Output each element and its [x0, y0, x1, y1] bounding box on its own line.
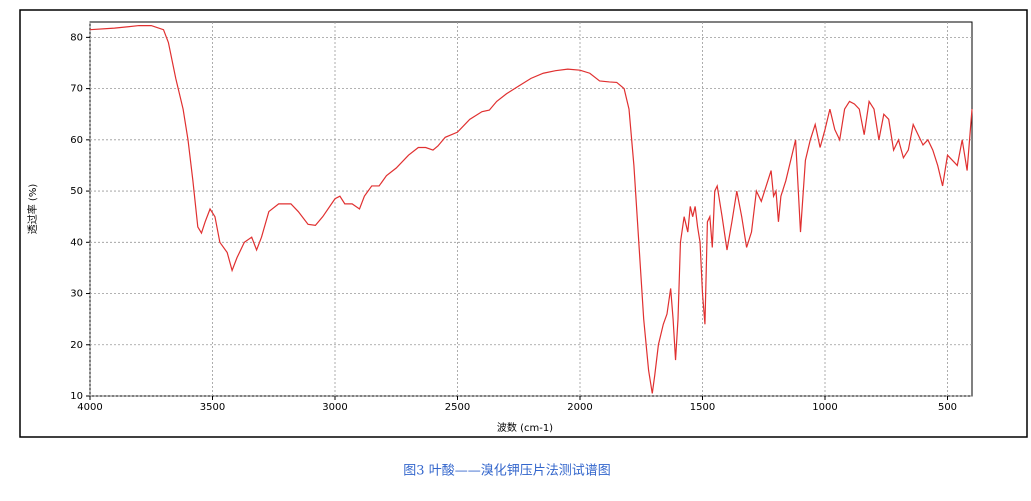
- x-tick-label: 2500: [445, 402, 470, 413]
- x-tick-label: 1000: [812, 402, 837, 413]
- y-tick-label: 80: [70, 32, 83, 43]
- x-tick-label: 1500: [690, 402, 715, 413]
- x-axis-label: 波数 (cm-1): [497, 421, 553, 434]
- y-tick-label: 60: [70, 135, 83, 146]
- x-tick-label: 2000: [567, 402, 592, 413]
- y-tick-label: 70: [70, 84, 83, 95]
- x-tick-label: 4000: [77, 402, 102, 413]
- x-tick-label: 500: [938, 402, 957, 413]
- x-tick-label: 3000: [322, 402, 347, 413]
- y-axis-label: 透过率 (%): [26, 184, 39, 235]
- caption: 图3 叶酸——溴化钾压片法测试谱图: [403, 464, 610, 479]
- y-tick-label: 40: [70, 237, 83, 248]
- y-tick-label: 30: [70, 289, 83, 300]
- y-tick-label: 10: [70, 391, 83, 402]
- frame: [19, 9, 1028, 438]
- x-tick-label: 3500: [200, 402, 225, 413]
- y-tick-label: 20: [70, 340, 83, 351]
- y-tick-label: 50: [70, 186, 83, 197]
- spectrum-line: [89, 24, 973, 394]
